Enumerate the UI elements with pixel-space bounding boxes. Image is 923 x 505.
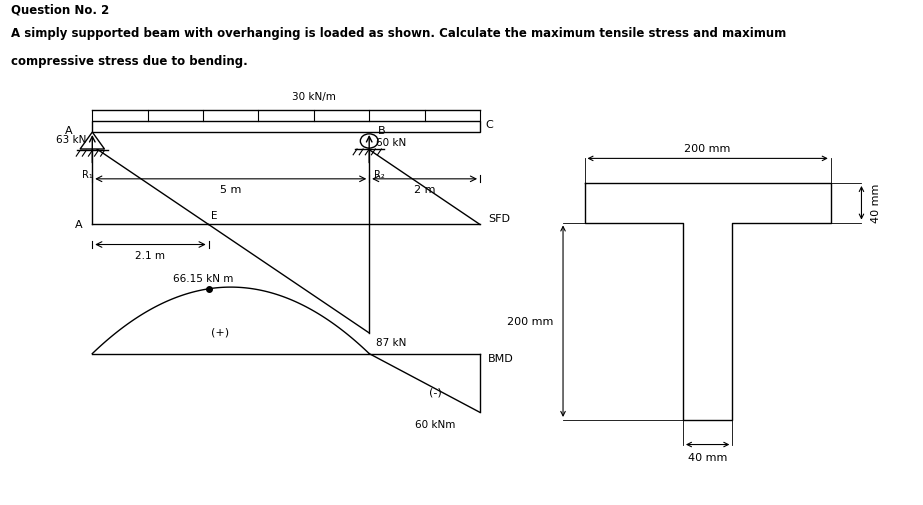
Text: Question No. 2: Question No. 2: [11, 3, 109, 16]
Text: E: E: [211, 211, 218, 221]
Text: 40 mm: 40 mm: [870, 184, 881, 223]
Text: 5 m: 5 m: [220, 185, 242, 195]
Text: SFD: SFD: [488, 214, 510, 223]
Text: compressive stress due to bending.: compressive stress due to bending.: [11, 55, 248, 68]
Text: BMD: BMD: [488, 354, 514, 363]
Bar: [92, 122, 480, 133]
Text: A simply supported beam with overhanging is loaded as shown. Calculate the maxim: A simply supported beam with overhanging…: [11, 27, 786, 40]
Text: A: A: [75, 220, 82, 230]
Text: R₂: R₂: [374, 169, 384, 179]
Text: A: A: [66, 126, 73, 135]
Text: 87 kN: 87 kN: [376, 337, 406, 347]
Text: B: B: [378, 126, 385, 135]
Polygon shape: [80, 133, 104, 149]
Text: 200 mm: 200 mm: [508, 317, 554, 327]
Text: (+): (+): [210, 327, 229, 337]
Text: 2.1 m: 2.1 m: [136, 250, 165, 261]
Text: 60 kNm: 60 kNm: [415, 419, 456, 429]
Text: 40 mm: 40 mm: [688, 452, 727, 462]
Text: 30 kN/m: 30 kN/m: [292, 92, 336, 102]
Text: (-): (-): [429, 387, 442, 397]
Text: 60 kN: 60 kN: [376, 138, 406, 148]
Text: R₁: R₁: [82, 169, 93, 179]
Text: C: C: [485, 120, 493, 130]
Text: 200 mm: 200 mm: [685, 144, 731, 154]
Text: 2 m: 2 m: [414, 185, 436, 195]
Text: 63 kN: 63 kN: [56, 134, 87, 144]
Circle shape: [360, 135, 378, 149]
Text: 66.15 kN m: 66.15 kN m: [173, 274, 234, 284]
